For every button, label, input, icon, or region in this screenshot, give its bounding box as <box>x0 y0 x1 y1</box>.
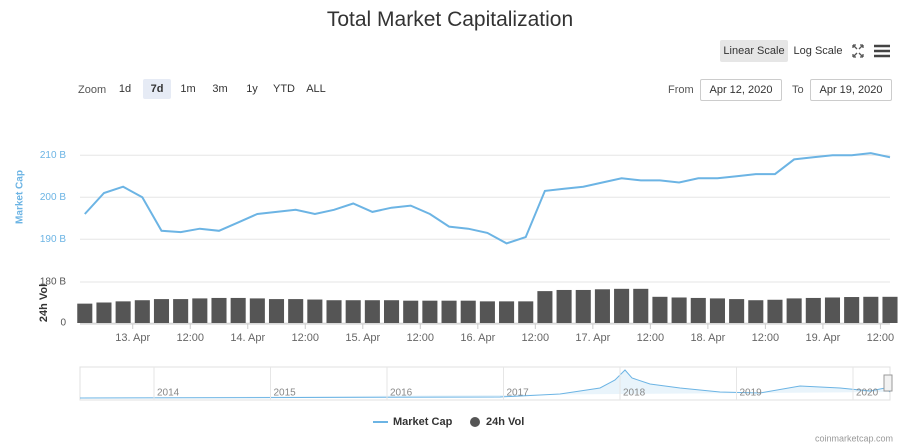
navigator-label: 2019 <box>740 388 763 399</box>
volume-bar <box>403 300 419 323</box>
volume-bar <box>882 296 898 323</box>
menu-icon[interactable] <box>874 44 890 58</box>
y-tick-label: 190 B <box>40 234 66 245</box>
volume-bar <box>307 299 323 323</box>
zoom-button[interactable]: YTD <box>273 83 295 95</box>
zoom-button[interactable]: 3m <box>212 83 228 95</box>
volume-bar <box>441 300 457 323</box>
to-input[interactable]: Apr 19, 2020 <box>810 79 892 101</box>
y2-axis-label: 24h Vol <box>38 284 50 322</box>
zoom-button[interactable]: 1y <box>246 83 258 95</box>
x-tick-label: 12:00 <box>867 332 895 344</box>
volume-bar <box>633 288 649 323</box>
volume-bar <box>518 301 534 323</box>
legend-label[interactable]: Market Cap <box>393 416 453 428</box>
volume-bar <box>671 297 687 323</box>
volume-bar <box>709 298 725 323</box>
legend-label[interactable]: 24h Vol <box>486 416 524 428</box>
fullscreen-icon[interactable] <box>852 44 864 58</box>
volume-bar <box>786 298 802 323</box>
volume-bar <box>537 291 553 323</box>
zoom-button[interactable]: 7d <box>143 79 171 99</box>
navigator-label: 2020 <box>856 388 879 399</box>
x-tick-label: 12:00 <box>637 332 665 344</box>
icons[interactable] <box>850 42 895 60</box>
zoom-button[interactable]: 1m <box>180 83 196 95</box>
navigator-handle[interactable] <box>883 374 893 392</box>
volume-bar <box>96 302 112 323</box>
y2-tick-label: 0 <box>60 318 66 329</box>
x-tick-label: 12:00 <box>522 332 550 344</box>
volume-bar <box>824 297 841 323</box>
volume-bar <box>805 297 821 323</box>
zoom-button[interactable]: ALL <box>306 83 326 95</box>
y-axis-label: Market Cap <box>15 170 26 224</box>
scale-button[interactable]: Linear Scale <box>720 40 788 62</box>
volume-bar <box>863 296 879 323</box>
volume-bar <box>748 300 764 323</box>
y2-tick-label: 180 B <box>40 277 66 288</box>
y-tick-label: 200 B <box>40 192 66 203</box>
navigator-label: 2014 <box>157 388 180 399</box>
volume-bar <box>652 296 668 323</box>
credit[interactable]: coinmarketcap.com <box>815 433 893 443</box>
volume-bar <box>556 289 572 323</box>
volume-bar <box>268 299 285 323</box>
x-tick-label: 17. Apr <box>575 332 610 344</box>
x-tick-label: 12:00 <box>292 332 320 344</box>
volume-bar <box>384 300 400 323</box>
to-label: To <box>792 84 804 96</box>
volume-bar <box>614 288 630 323</box>
x-tick-label: 12:00 <box>407 332 435 344</box>
volume-bar <box>729 299 745 323</box>
y-tick-label: 210 B <box>40 150 66 161</box>
navigator-label: 2016 <box>390 388 413 399</box>
volume-bar <box>575 289 591 323</box>
volume-bar <box>594 289 610 323</box>
volume-bar <box>364 300 380 323</box>
volume-bar <box>690 297 706 323</box>
volume-bar <box>249 298 265 323</box>
volume-bar <box>115 301 131 323</box>
volume-bar <box>345 300 361 323</box>
x-tick-label: 18. Apr <box>690 332 725 344</box>
x-tick-label: 12:00 <box>752 332 780 344</box>
volume-bar <box>211 297 227 323</box>
volume-bar <box>422 300 438 323</box>
x-tick-label: 12:00 <box>176 332 204 344</box>
volume-bar <box>460 300 476 323</box>
scale-button[interactable]: Log Scale <box>793 45 843 57</box>
navigator-label: 2015 <box>274 388 297 399</box>
navigator-label: 2018 <box>623 388 646 399</box>
legend-marker[interactable] <box>470 417 480 427</box>
x-tick-label: 13. Apr <box>115 332 150 344</box>
volume-bar <box>844 297 860 323</box>
volume-bar <box>134 300 150 323</box>
zoom-button[interactable]: 1d <box>118 83 132 95</box>
volume-bar <box>230 297 246 323</box>
zoom-label: Zoom <box>78 84 107 96</box>
volume-bar <box>77 303 93 323</box>
volume-bar <box>192 298 208 323</box>
market-cap-line <box>84 152 891 245</box>
volume-bar <box>479 301 495 323</box>
volume-bar <box>326 300 342 323</box>
volume-bar <box>767 299 783 323</box>
x-tick-label: 14. Apr <box>230 332 265 344</box>
volume-bar <box>173 299 189 323</box>
volume-bar <box>499 301 515 323</box>
volume-bar <box>153 299 170 323</box>
navigator-label: 2017 <box>507 388 530 399</box>
volume-bar <box>288 299 304 323</box>
from-input[interactable]: Apr 12, 2020 <box>700 79 782 101</box>
chart-title: Total Market Capitalization <box>326 8 574 31</box>
x-tick-label: 16. Apr <box>460 332 495 344</box>
navigator-line <box>79 369 891 399</box>
from-label: From <box>668 84 694 96</box>
x-tick-label: 15. Apr <box>345 332 380 344</box>
x-tick-label: 19. Apr <box>805 332 840 344</box>
